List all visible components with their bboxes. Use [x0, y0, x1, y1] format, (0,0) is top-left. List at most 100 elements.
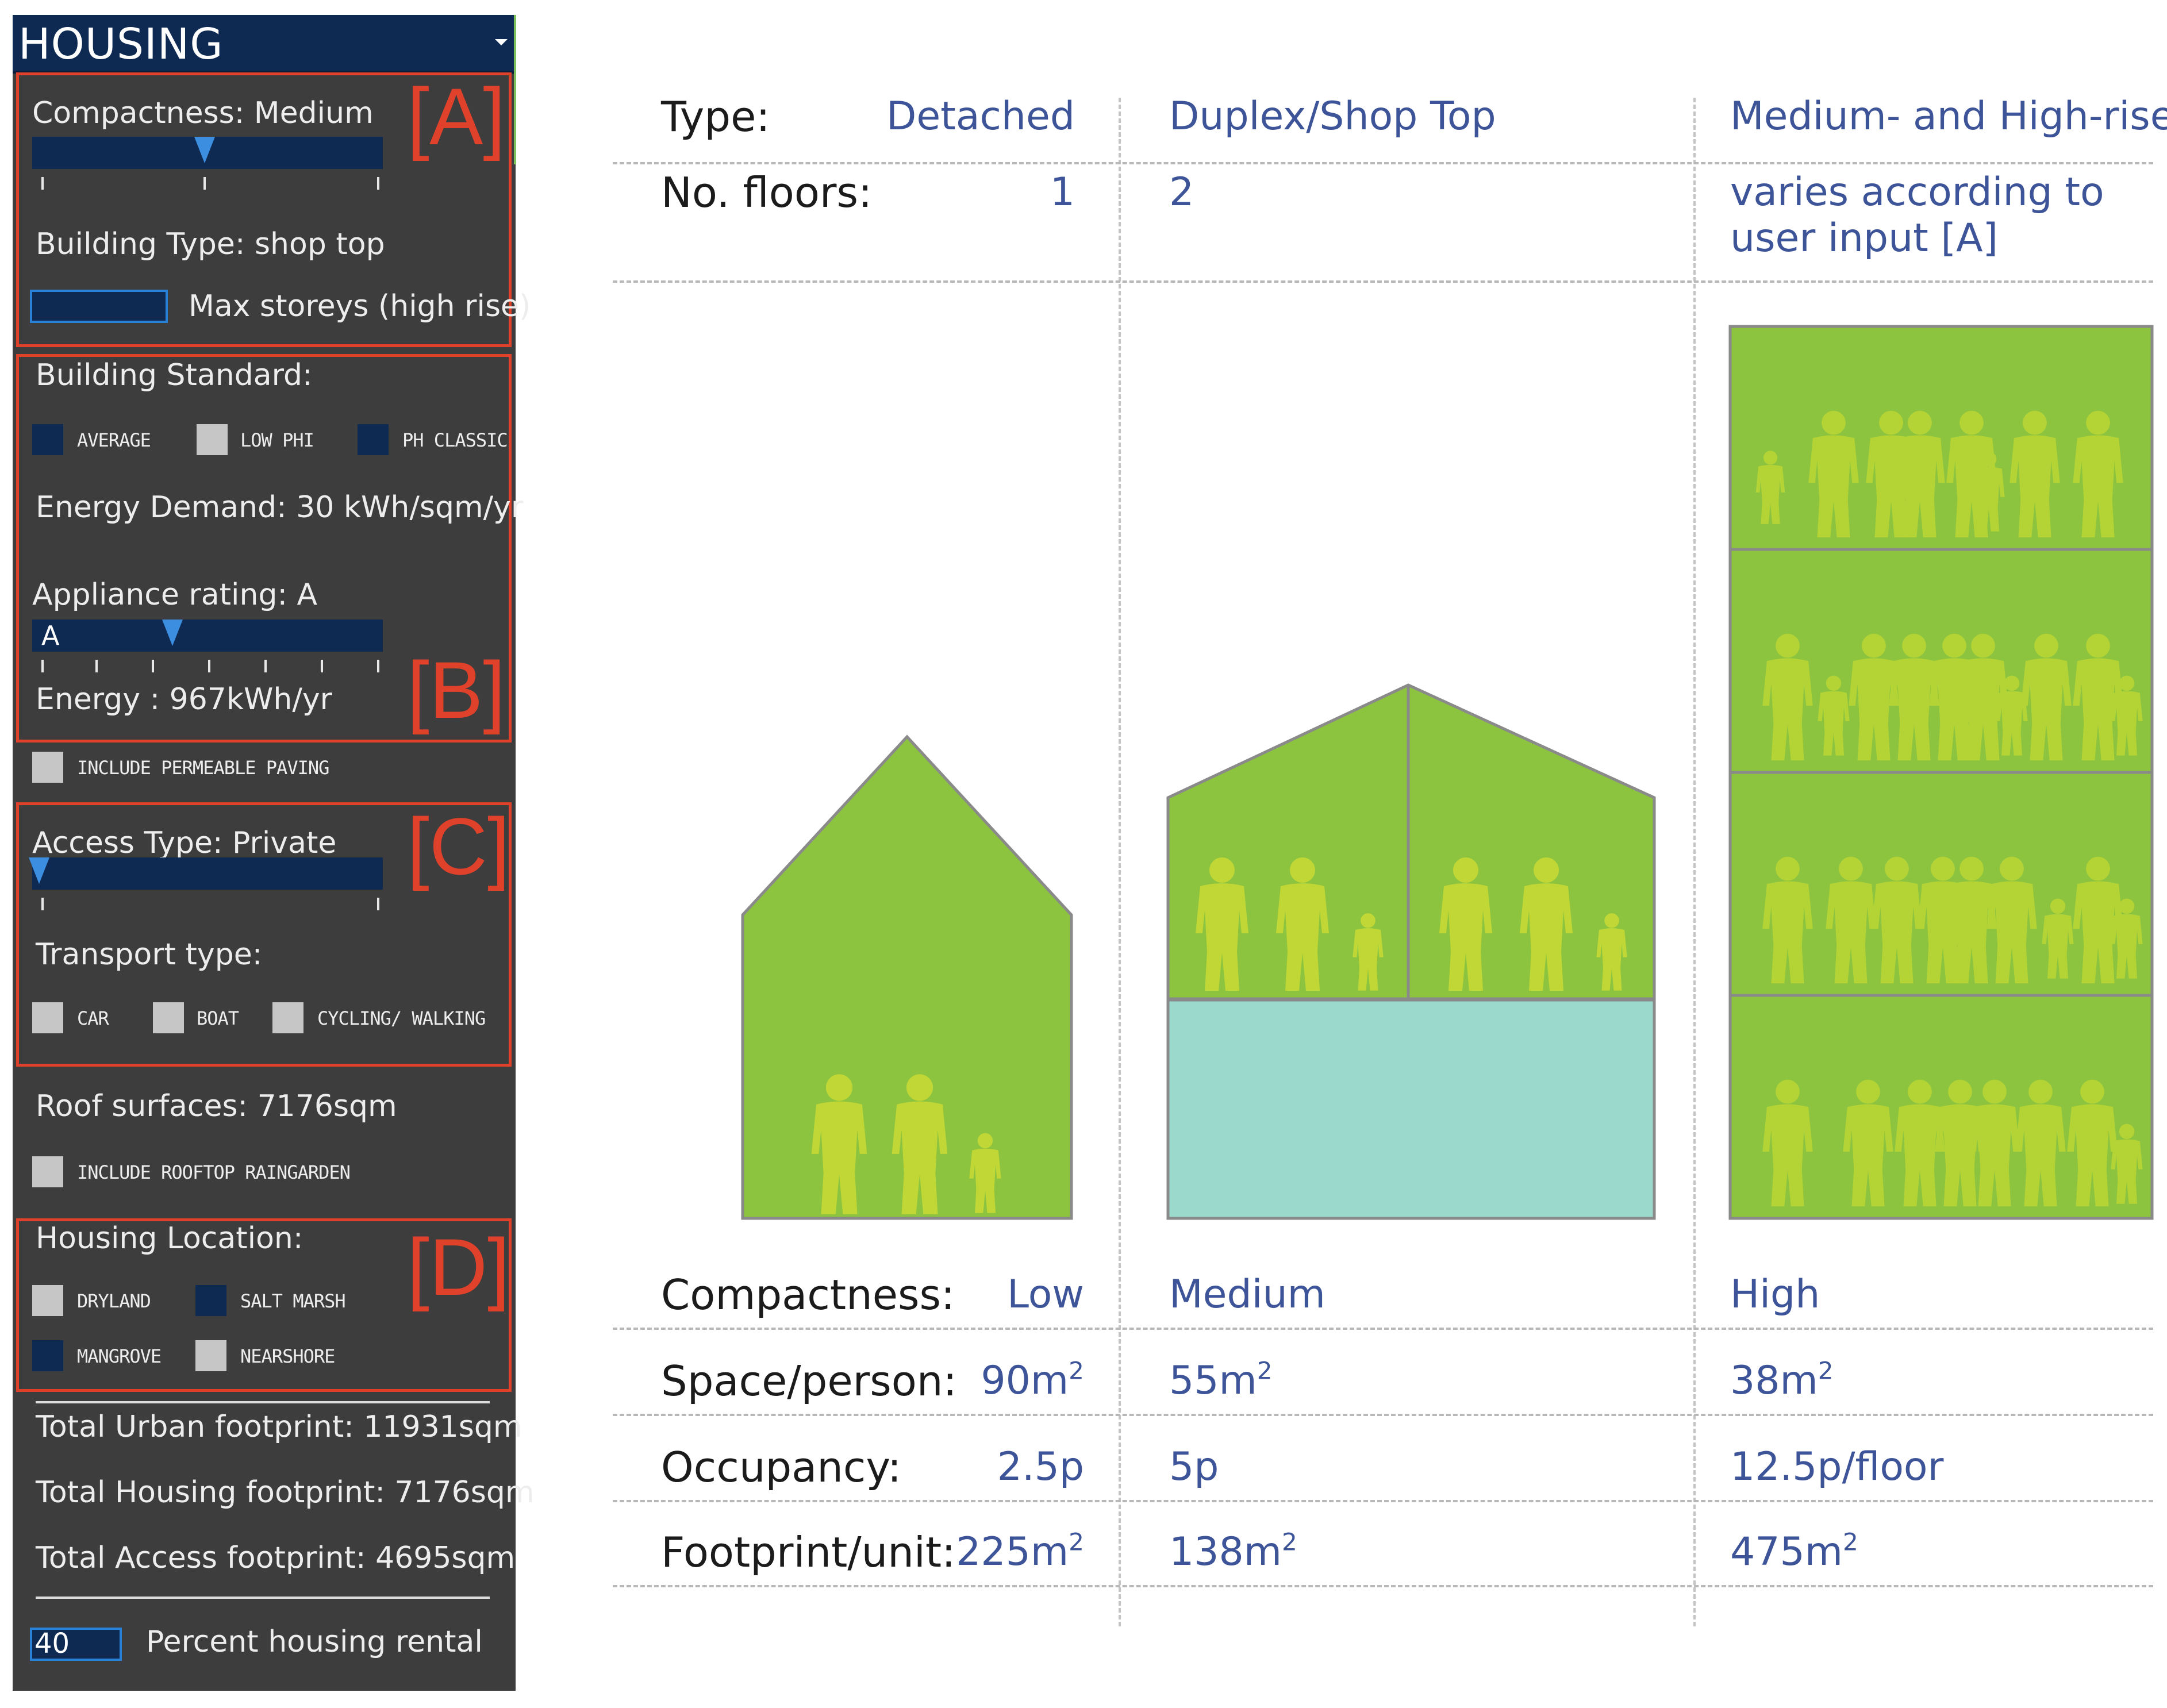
salt-marsh-label: SALT MARSH [240, 1290, 346, 1312]
footprint-row-label: Footprint/unit: [661, 1528, 956, 1576]
row-divider [613, 1414, 2153, 1416]
occupancy-row-label: Occupancy: [661, 1443, 902, 1491]
slider-thumb[interactable] [29, 857, 49, 884]
highrise-footprint: 475m2 [1730, 1528, 1858, 1575]
average-label: AVERAGE [77, 429, 151, 451]
max-storeys-input[interactable] [30, 290, 168, 323]
salt-marsh-checkbox[interactable] [195, 1285, 226, 1316]
highrise-compactness: High [1730, 1272, 1820, 1317]
slider-thumb[interactable] [194, 137, 215, 163]
rooftop-raingarden-label: INCLUDE ROOFTOP RAINGARDEN [77, 1161, 351, 1183]
panel-accent-bar [514, 15, 516, 164]
low-phi-checkbox[interactable] [197, 424, 228, 455]
average-checkbox[interactable] [32, 424, 63, 455]
detached-type: Detached [886, 94, 1075, 139]
total-access-footprint: Total Access footprint: 4695sqm [36, 1541, 516, 1575]
compactness-ticks [32, 177, 383, 190]
appliance-rating-label: Appliance rating: A [32, 578, 318, 612]
access-type-slider[interactable] [29, 857, 383, 890]
total-urban-footprint: Total Urban footprint: 11931sqm [36, 1410, 522, 1444]
rooftop-raingarden-checkbox[interactable] [32, 1156, 63, 1187]
mangrove-checkbox[interactable] [32, 1340, 63, 1371]
compactness-slider[interactable] [32, 137, 383, 169]
appliance-slider-value: A [41, 620, 60, 651]
detached-compactness: Low [1007, 1272, 1084, 1317]
building-standard-label: Building Standard: [36, 358, 313, 393]
detached-footprint: 225m2 [956, 1528, 1084, 1575]
column-divider [1119, 98, 1121, 1626]
transport-type-label: Transport type: [36, 937, 263, 972]
compactness-row-label: Compactness: [661, 1271, 955, 1319]
max-storeys-label: Max storeys (high rise) [189, 289, 531, 324]
space-row-label: Space/person: [661, 1357, 957, 1405]
section-a-box [16, 72, 512, 347]
detached-occupancy: 2.5p [997, 1444, 1084, 1490]
duplex-occupancy: 5p [1169, 1444, 1219, 1490]
ph-classic-label: PH CLASSIC [402, 429, 508, 451]
building-type-label: Building Type: shop top [36, 227, 385, 261]
section-b-box [16, 354, 512, 743]
panel-title: HOUSING [18, 20, 224, 69]
dryland-checkbox[interactable] [32, 1285, 63, 1316]
highrise-space: 38m2 [1730, 1356, 1834, 1403]
access-type-label: Access Type: Private [32, 826, 337, 860]
permeable-paving-label: INCLUDE PERMEABLE PAVING [77, 757, 329, 779]
shop-floor [1166, 998, 1656, 1220]
access-ticks [32, 898, 383, 910]
section-b-label: [B] [407, 645, 506, 735]
boat-checkbox[interactable] [153, 1002, 184, 1033]
slider-thumb[interactable] [162, 620, 183, 646]
highrise-type: Medium- and High-rise [1730, 94, 2167, 139]
duplex-footprint: 138m2 [1169, 1528, 1297, 1575]
row-divider [613, 1328, 2153, 1330]
divider [36, 1401, 490, 1403]
duplex-type: Duplex/Shop Top [1169, 94, 1496, 139]
row-divider [613, 280, 2153, 283]
section-a-label: [A] [407, 71, 506, 161]
housing-panel: HOUSING [A] Compactness: Medium Building… [13, 15, 535, 1691]
duplex-space: 55m2 [1169, 1356, 1273, 1403]
highrise-building [1728, 325, 2154, 1220]
row-divider [613, 1500, 2153, 1502]
chevron-down-icon[interactable] [495, 39, 508, 45]
percent-rental-label: Percent housing rental [146, 1625, 483, 1659]
detached-house [741, 734, 1073, 1220]
highrise-floors-line2: user input [A] [1730, 216, 1999, 261]
type-label: Type: [661, 93, 770, 141]
boat-label: BOAT [197, 1007, 239, 1029]
percent-rental-input[interactable]: 40 [30, 1628, 122, 1661]
roof-surfaces-label: Roof surfaces: 7176sqm [36, 1089, 397, 1124]
car-label: CAR [77, 1007, 109, 1029]
car-checkbox[interactable] [32, 1002, 63, 1033]
nearshore-checkbox[interactable] [195, 1340, 226, 1371]
section-c-box [16, 802, 512, 1067]
row-divider [613, 162, 2153, 164]
nearshore-label: NEARSHORE [240, 1345, 335, 1367]
compactness-label: Compactness: Medium [32, 96, 374, 130]
highrise-floors-line1: varies according to [1730, 170, 2104, 215]
row-divider [613, 1585, 2153, 1587]
highrise-occupancy: 12.5p/floor [1730, 1444, 1944, 1490]
duplex-house [1166, 683, 1656, 1220]
appliance-slider[interactable]: A [32, 620, 383, 652]
detached-floors: 1 [1050, 170, 1075, 215]
cycling-walking-label: CYCLING/ WALKING [317, 1007, 486, 1029]
housing-location-label: Housing Location: [36, 1221, 303, 1256]
cycling-walking-checkbox[interactable] [272, 1002, 303, 1033]
permeable-paving-checkbox[interactable] [32, 752, 63, 783]
divider [36, 1597, 490, 1599]
ph-classic-checkbox[interactable] [358, 424, 389, 455]
appliance-ticks [32, 660, 383, 672]
floors-label: No. floors: [661, 168, 873, 217]
section-c-label: [C] [407, 801, 510, 891]
dryland-label: DRYLAND [77, 1290, 151, 1312]
energy-label: Energy : 967kWh/yr [36, 682, 333, 717]
duplex-compactness: Medium [1169, 1272, 1325, 1317]
low-phi-label: LOW PHI [240, 429, 314, 451]
detached-space: 90m2 [981, 1356, 1084, 1403]
mangrove-label: MANGROVE [77, 1345, 162, 1367]
section-d-label: [D] [407, 1222, 510, 1312]
duplex-floors: 2 [1169, 170, 1194, 215]
energy-demand-label: Energy Demand: 30 kWh/sqm/yr [36, 490, 524, 525]
